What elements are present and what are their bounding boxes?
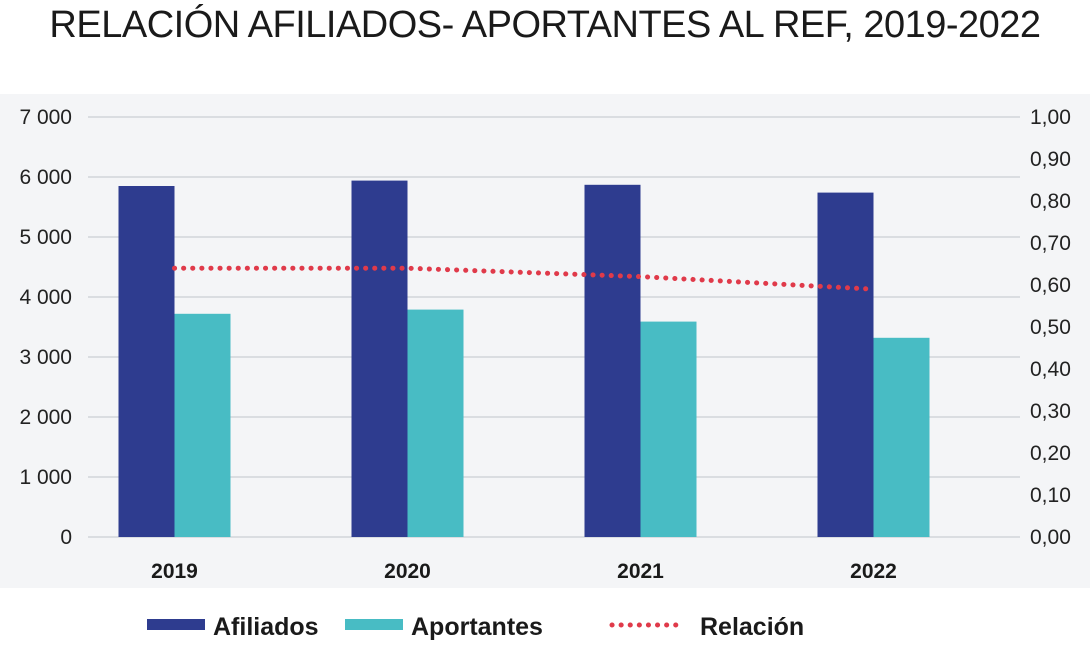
bar-afiliados [118,186,175,537]
y-right-tick-label: 0,80 [1030,190,1071,213]
y-left-tick-label: 7 000 [19,106,72,129]
bar-aportantes [640,321,697,537]
y-left-tick-label: 4 000 [19,286,72,309]
y-left-tick-label: 0 [60,526,72,549]
legend-swatch-aportantes [345,619,403,630]
x-tick-label: 2019 [151,560,198,583]
y-right-tick-label: 0,90 [1030,148,1071,171]
bar-afiliados [817,192,874,537]
y-right-tick-label: 0,20 [1030,442,1071,465]
y-left-tick-label: 5 000 [19,226,72,249]
chart-title: RELACIÓN AFILIADOS- APORTANTES AL REF, 2… [49,4,1041,46]
bar-aportantes [407,309,464,537]
legend-label-afiliados: Afiliados [213,613,319,641]
y-right-tick-label: 0,40 [1030,358,1071,381]
legend-label-relación: Relación [700,613,804,641]
x-tick-label: 2020 [384,560,431,583]
y-right-tick-label: 0,70 [1030,232,1071,255]
y-left-tick-label: 3 000 [19,346,72,369]
y-left-tick-label: 6 000 [19,166,72,189]
y-right-tick-label: 0,30 [1030,400,1071,423]
bar-aportantes [873,337,930,537]
bar-aportantes [174,313,231,537]
y-left-tick-label: 2 000 [19,406,72,429]
bar-afiliados [584,184,641,538]
legend-label-aportantes: Aportantes [411,613,543,641]
y-right-tick-label: 1,00 [1030,106,1071,129]
bar-afiliados [351,180,408,537]
y-right-tick-label: 0,00 [1030,526,1071,549]
y-left-tick-label: 1 000 [19,466,72,489]
y-right-tick-label: 0,60 [1030,274,1071,297]
y-right-tick-label: 0,50 [1030,316,1071,339]
x-tick-label: 2021 [617,560,664,583]
y-right-tick-label: 0,10 [1030,484,1071,507]
x-tick-label: 2022 [850,560,897,583]
line-relación [172,265,876,292]
legend-swatch-afiliados [147,619,205,630]
